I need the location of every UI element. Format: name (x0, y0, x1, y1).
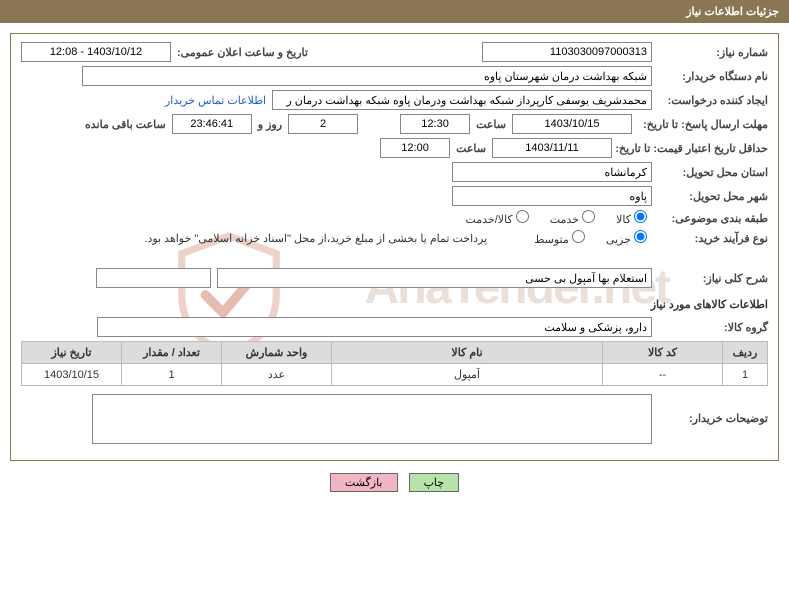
days-field (288, 114, 358, 134)
cell-unit: عدد (222, 364, 332, 386)
cell-name: آمپول (332, 364, 603, 386)
page-title-bar: جزئیات اطلاعات نیاز (0, 0, 789, 23)
respond-deadline-label: مهلت ارسال پاسخ: تا تاریخ: (638, 118, 768, 131)
main-frame: شماره نیاز: تاریخ و ساعت اعلان عمومی: نا… (10, 33, 779, 461)
delivery-city-label: شهر محل تحویل: (658, 190, 768, 203)
goods-group-field (97, 317, 652, 337)
radio-service[interactable]: خدمت (550, 210, 595, 226)
cell-qty: 1 (122, 364, 222, 386)
print-button[interactable]: چاپ (409, 473, 460, 492)
hour-label-1: ساعت (476, 118, 506, 131)
th-date: تاریخ نیاز (22, 342, 122, 364)
time-left-field (172, 114, 252, 134)
buyer-notes-textarea[interactable] (92, 394, 652, 444)
radio-small[interactable]: جزیی (606, 230, 647, 246)
hour-label-2: ساعت (456, 142, 486, 155)
cell-row: 1 (723, 364, 768, 386)
need-number-field (482, 42, 652, 62)
radio-small-label: جزیی (606, 234, 631, 246)
requester-field (272, 90, 652, 110)
delivery-province-label: استان محل تحویل: (658, 166, 768, 179)
announce-date-label: تاریخ و ساعت اعلان عمومی: (177, 46, 308, 59)
radio-goods[interactable]: کالا (616, 210, 647, 226)
min-validity-label: حداقل تاریخ اعتبار قیمت: تا تاریخ: (618, 142, 768, 155)
page-title: جزئیات اطلاعات نیاز (686, 6, 779, 18)
min-validity-hour-field (380, 138, 450, 158)
th-qty: تعداد / مقدار (122, 342, 222, 364)
need-number-label: شماره نیاز: (658, 46, 768, 59)
button-bar: چاپ بازگشت (0, 473, 789, 492)
radio-goods-service[interactable]: کالا/خدمت (465, 210, 528, 226)
radio-medium[interactable]: متوسط (534, 230, 585, 246)
radio-goods-label: کالا (616, 214, 631, 226)
goods-group-label: گروه کالا: (658, 321, 768, 334)
requester-label: ایجاد کننده درخواست: (658, 94, 768, 107)
delivery-city-field (452, 186, 652, 206)
respond-date-field (512, 114, 632, 134)
buyer-contact-link[interactable]: اطلاعات تماس خریدار (165, 94, 266, 107)
respond-hour-field (400, 114, 470, 134)
goods-table: ردیف کد کالا نام کالا واحد شمارش تعداد /… (21, 341, 768, 386)
th-code: کد کالا (603, 342, 723, 364)
min-validity-date-field (492, 138, 612, 158)
th-name: نام کالا (332, 342, 603, 364)
radio-goods-service-label: کالا/خدمت (465, 214, 512, 226)
category-label: طبقه بندی موضوعی: (653, 212, 768, 225)
day-and-label: روز و (258, 118, 282, 131)
purchase-type-label: نوع فرآیند خرید: (653, 232, 768, 245)
delivery-province-field (452, 162, 652, 182)
buyer-org-field (82, 66, 652, 86)
need-desc-label: شرح کلی نیاز: (658, 272, 768, 285)
need-desc-field (217, 268, 652, 288)
remaining-label: ساعت باقی مانده (85, 118, 166, 131)
buyer-org-label: نام دستگاه خریدار: (658, 70, 768, 83)
th-row: ردیف (723, 342, 768, 364)
radio-service-label: خدمت (550, 214, 579, 226)
goods-info-title: اطلاعات کالاهای مورد نیاز (21, 298, 768, 311)
buyer-notes-label: توضیحات خریدار: (658, 394, 768, 425)
announce-date-field (21, 42, 171, 62)
cell-code: -- (603, 364, 723, 386)
cell-date: 1403/10/15 (22, 364, 122, 386)
back-button[interactable]: بازگشت (330, 473, 398, 492)
table-row: 1 -- آمپول عدد 1 1403/10/15 (22, 364, 768, 386)
payment-note: پرداخت تمام یا بخشی از مبلغ خرید،از محل … (144, 232, 487, 245)
radio-medium-label: متوسط (534, 234, 569, 246)
th-unit: واحد شمارش (222, 342, 332, 364)
need-desc-extra-field (96, 268, 211, 288)
